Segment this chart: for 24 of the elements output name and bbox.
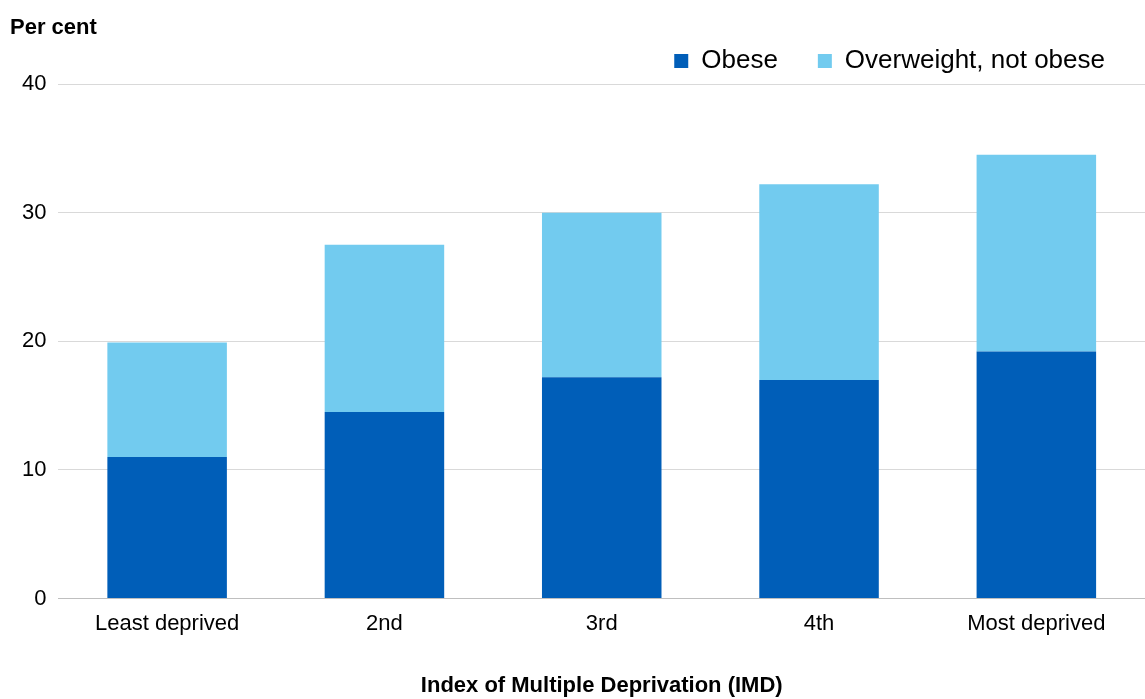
bar	[324, 412, 445, 599]
y-tick-label: 0	[34, 584, 47, 610]
bar	[759, 184, 879, 380]
y-tick-label: 40	[21, 70, 47, 96]
legend-label: Overweight, not obese	[844, 44, 1105, 75]
x-axis-title: Index of Multiple Deprivation (IMD)	[420, 672, 783, 698]
bar	[976, 351, 1097, 599]
bar	[541, 212, 662, 378]
x-tick-label: 4th	[803, 609, 835, 635]
y-tick-label: 30	[21, 198, 47, 224]
bar	[107, 342, 227, 458]
bar	[541, 377, 662, 599]
bar	[324, 244, 445, 413]
bar	[759, 379, 879, 599]
y-axis-title: Per cent	[10, 14, 98, 40]
x-tick-label: 2nd	[366, 609, 403, 635]
x-tick-label: Least deprived	[94, 609, 240, 635]
x-tick-label: 3rd	[585, 609, 618, 635]
legend-label: Obese	[701, 44, 778, 75]
bar	[976, 154, 1097, 352]
bar	[107, 457, 227, 599]
y-tick-label: 10	[21, 456, 47, 482]
x-tick-label: Most deprived	[967, 609, 1106, 635]
y-tick-label: 20	[21, 327, 47, 353]
